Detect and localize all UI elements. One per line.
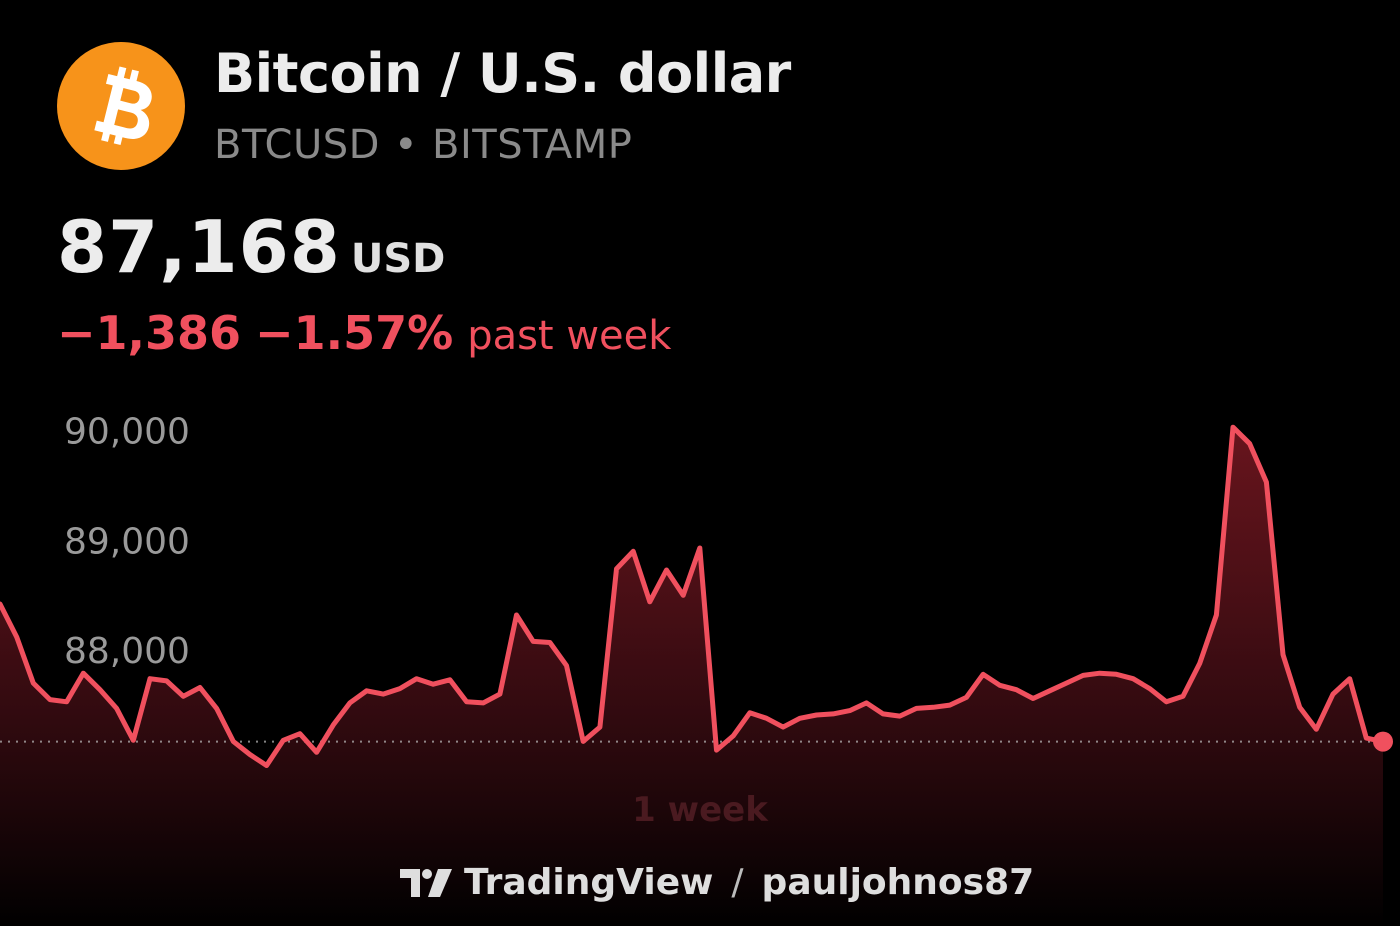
author-name: pauljohnos87 <box>761 862 1035 903</box>
separator-dot: • <box>393 122 419 168</box>
y-tick-label: 90,000 <box>64 411 190 452</box>
exchange-label: BITSTAMP <box>432 122 633 168</box>
y-tick-label: 89,000 <box>64 521 190 562</box>
change-absolute: −1,386 <box>57 306 242 360</box>
last-price: 87,168 <box>57 205 341 289</box>
price-series-line <box>0 424 1386 768</box>
currency-label: USD <box>350 236 446 282</box>
symbol-label: BTCUSD <box>214 122 380 168</box>
tradingview-logo-icon <box>400 868 452 897</box>
change-row: −1,386 −1.57% past week <box>57 306 671 360</box>
price-area-fill <box>0 427 1383 926</box>
price-row: 87,168 USD <box>57 205 445 289</box>
y-tick-label: 88,000 <box>64 631 190 672</box>
change-percent: −1.57% <box>255 306 454 360</box>
instrument-title: Bitcoin / U.S. dollar <box>214 42 791 105</box>
change-period: past week <box>467 313 672 359</box>
instrument-subtitle: BTCUSD • BITSTAMP <box>214 122 632 168</box>
tradingview-watermark: TradingView / pauljohnos87 <box>398 862 1034 903</box>
bitcoin-icon <box>94 66 152 146</box>
last-price-marker <box>1373 731 1393 752</box>
timeframe-label[interactable]: 1 week <box>632 790 768 830</box>
bitcoin-logo <box>57 42 185 170</box>
watermark-slash: / <box>731 862 744 903</box>
brand-name: TradingView <box>464 862 714 903</box>
